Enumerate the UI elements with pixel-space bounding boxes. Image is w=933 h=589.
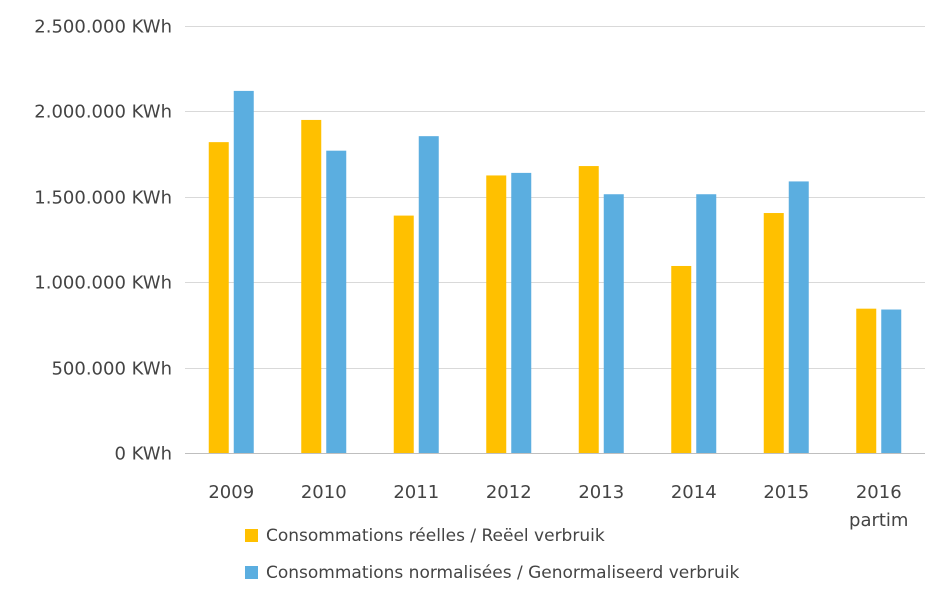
bar-normalise (603, 194, 624, 453)
x-category-label: 2016 partim (849, 482, 908, 531)
y-tick-label: 2.500.000 KWh (34, 17, 172, 38)
bar-reel (671, 265, 692, 453)
bar-group (208, 90, 254, 454)
bar-normalise (233, 90, 254, 454)
legend-item: Consommations réelles / Reëel verbruik (245, 526, 605, 546)
x-category-label: 2010 (301, 482, 347, 503)
bar-reel (208, 142, 229, 454)
bar-reel (486, 175, 507, 453)
gridlines (185, 26, 925, 454)
x-category-label: 2015 (763, 482, 809, 503)
x-category-label: 2014 (671, 482, 717, 503)
bar-group (763, 181, 809, 454)
bar-group (486, 172, 532, 453)
x-category-label: 2011 (393, 482, 439, 503)
bar-normalise (418, 136, 439, 453)
bar-reel (856, 308, 877, 453)
x-axis-category-labels: 2009 2010 2011 2012 2013 2014 2015 2016 partim (208, 482, 908, 531)
bar-group (393, 136, 439, 453)
bar-reel (301, 119, 322, 453)
bar-normalise (881, 309, 902, 453)
y-axis-tick-labels: 0 KWh 500.000 KWh 1.000.000 KWh 1.500.000 K… (34, 17, 172, 465)
bar-group (301, 119, 347, 453)
x-category-label: 2009 (208, 482, 254, 503)
legend-item: Consommations normalisées / Genormalisee… (245, 563, 739, 583)
bar-reel (578, 166, 599, 453)
x-category-label: 2013 (578, 482, 624, 503)
y-tick-label: 500.000 KWh (51, 359, 172, 380)
legend-label: Consommations normalisées / Genormalisee… (266, 563, 739, 583)
y-tick-label: 0 KWh (114, 444, 172, 465)
legend: Consommations réelles / Reëel verbruik Co… (245, 526, 739, 583)
bar-normalise (326, 150, 347, 453)
bar-normalise (696, 194, 717, 453)
legend-swatch (245, 529, 258, 542)
bar-group (578, 166, 624, 453)
y-tick-label: 1.000.000 KWh (34, 273, 172, 294)
bars (208, 90, 902, 454)
y-tick-label: 2.000.000 KWh (34, 102, 172, 123)
x-category-label: 2012 (486, 482, 532, 503)
bar-normalise (788, 181, 809, 454)
legend-swatch (245, 566, 258, 579)
bar-group (856, 308, 902, 453)
y-tick-label: 1.500.000 KWh (34, 188, 172, 209)
bar-reel (763, 213, 784, 453)
bar-normalise (511, 172, 532, 453)
legend-label: Consommations réelles / Reëel verbruik (266, 526, 605, 546)
bar-group (671, 194, 717, 453)
bar-reel (393, 215, 414, 453)
